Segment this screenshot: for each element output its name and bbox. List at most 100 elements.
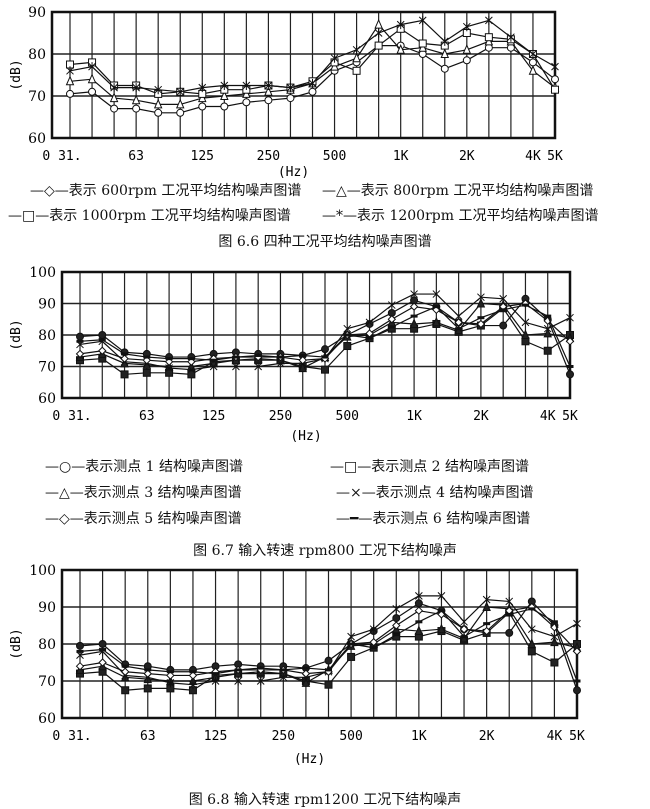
data-point-circle (286, 94, 295, 103)
data-point-star (286, 83, 295, 93)
data-point-circle (566, 370, 574, 379)
data-point-square (352, 66, 361, 75)
data-point-x (165, 364, 173, 372)
x-tick-label: 4K (547, 729, 563, 744)
y-tick-label: 90 (28, 5, 46, 21)
data-point-square (324, 680, 333, 689)
y-tick-label: 90 (38, 600, 56, 616)
data-point-circle (505, 628, 514, 637)
x-tick-label: 125 (191, 149, 214, 164)
data-point-star (308, 78, 317, 88)
y-tick-label: 60 (28, 131, 46, 147)
x-axis-label: (Hz) (294, 752, 325, 767)
x-tick-label: 4K (525, 149, 541, 164)
x-axis-label: (Hz) (290, 429, 321, 444)
legend-item-p4: —×—表示测点 4 结构噪声图谱 (336, 485, 534, 501)
x-tick-label: 1K (393, 149, 409, 164)
data-point-star (462, 22, 471, 32)
data-point-diamond (476, 319, 486, 329)
data-point-diamond (387, 315, 397, 324)
data-point-star (110, 83, 118, 93)
y-tick-label: 80 (28, 47, 46, 63)
legend-item-p6: —━—表示测点 6 结构噪声图谱 (336, 511, 531, 527)
data-point-star (330, 53, 339, 63)
data-point-diamond (454, 318, 463, 327)
x-tick-label: 1K (406, 409, 422, 424)
data-point-circle (98, 640, 107, 648)
data-point-square (343, 342, 352, 351)
y-tick-label: 60 (38, 711, 56, 727)
legend-item-p1: —○—表示测点 1 结构噪声图谱 (45, 459, 244, 475)
y-tick-label: 70 (38, 360, 56, 376)
data-point-triangle (352, 52, 361, 63)
data-point-circle (324, 656, 333, 665)
x-tick-label: 250 (272, 729, 295, 744)
data-point-star (166, 678, 175, 688)
data-point-square (374, 41, 383, 50)
data-point-triangle (87, 73, 97, 84)
data-point-star (352, 45, 361, 55)
data-point-triangle (414, 625, 424, 636)
data-point-star (374, 28, 383, 38)
y-tick-label: 60 (38, 391, 56, 407)
x-tick-label: 63 (128, 149, 144, 164)
data-point-diamond (459, 624, 469, 634)
plot-frame (50, 10, 557, 140)
data-point-x (432, 290, 441, 298)
data-point-circle (110, 104, 119, 113)
data-point-diamond (409, 302, 419, 311)
y-tick-label: 80 (38, 328, 56, 344)
data-point-square (143, 684, 152, 693)
data-point-diamond (166, 671, 175, 680)
data-point-circle (462, 56, 471, 65)
data-point-diamond (120, 354, 129, 363)
data-point-star (66, 66, 74, 76)
y-tick-label: 100 (29, 265, 56, 281)
y-axis-label: (dB) (9, 628, 24, 659)
x-axis-label: (Hz) (278, 165, 309, 180)
data-point-circle (198, 102, 207, 111)
data-point-x (343, 324, 352, 333)
y-tick-label: 70 (38, 674, 56, 690)
data-point-triangle (476, 297, 486, 308)
data-point-square (142, 368, 151, 377)
data-point-triangle (175, 98, 185, 109)
data-point-diamond (120, 667, 130, 676)
x-tick-label: 2K (459, 149, 475, 164)
data-point-square (187, 370, 196, 379)
data-point-x (499, 294, 508, 303)
data-point-triangle (440, 48, 450, 58)
y-axis-label: (dB) (9, 319, 24, 350)
data-point-x (387, 301, 396, 309)
data-point-diamond (98, 658, 107, 667)
data-point-square (527, 647, 536, 656)
x-tick-label: 500 (336, 409, 359, 424)
data-point-star (507, 32, 515, 42)
data-point-circle (66, 89, 74, 98)
x-tick-label: 63 (139, 409, 155, 424)
data-point-star (189, 680, 197, 690)
data-point-triangle (437, 623, 446, 634)
data-point-triangle (153, 98, 163, 109)
data-point-square (347, 652, 356, 661)
data-point-star (132, 83, 140, 93)
data-point-star (573, 619, 581, 629)
data-point-circle (132, 104, 141, 113)
data-point-diamond (301, 669, 311, 678)
data-point-star (234, 676, 242, 686)
data-point-triangle (527, 638, 537, 648)
data-point-star (198, 83, 207, 93)
x-tick-label: 125 (202, 409, 225, 424)
x-tick-label: 4K (540, 409, 556, 424)
data-point-star (551, 62, 559, 72)
data-point-star (88, 62, 96, 72)
data-point-triangle (220, 90, 229, 100)
data-point-triangle (528, 65, 538, 75)
data-point-square (121, 686, 130, 695)
data-point-star (437, 591, 446, 601)
data-point-diamond (188, 671, 198, 680)
x-tick-label: 1K (411, 729, 427, 744)
legend-item-p2: —□—表示测点 2 结构噪声图谱 (330, 459, 530, 475)
x-tick-label: 5K (547, 149, 563, 164)
